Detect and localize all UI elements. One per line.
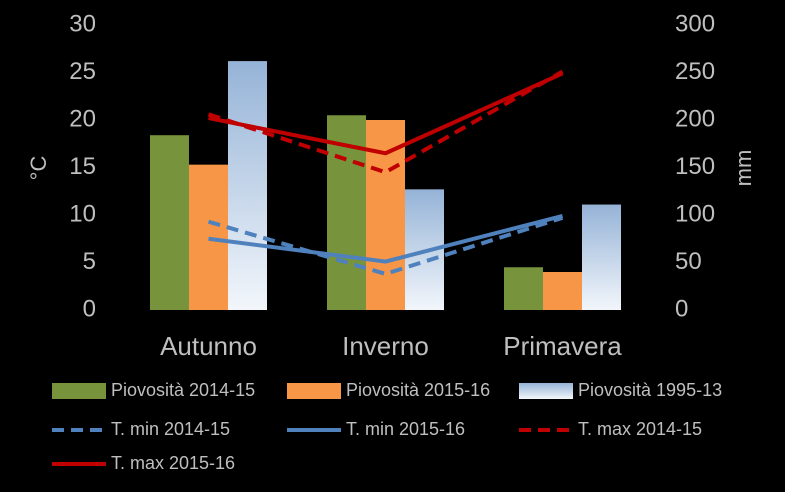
- y-tick-label: 10: [69, 200, 96, 227]
- y-tick-label: 5: [83, 248, 96, 275]
- legend-swatch: [287, 383, 341, 399]
- y2-axis-label: mm: [731, 150, 756, 187]
- y-tick-label: 15: [69, 153, 96, 180]
- legend-label: Piovosità 2014-15: [111, 380, 255, 400]
- y2-tick-label: 0: [675, 295, 688, 322]
- y-tick-label: 25: [69, 58, 96, 85]
- y2-tick-label: 300: [675, 10, 715, 37]
- line: [208, 214, 563, 264]
- line: [207, 69, 564, 175]
- bar: [189, 164, 228, 310]
- y-tick-label: 0: [83, 295, 96, 322]
- y-tick-label: 20: [69, 105, 96, 132]
- legend-label: T. max 2015-16: [111, 453, 235, 473]
- y-axis-label: °C: [26, 156, 51, 181]
- y-tick-label: 30: [69, 10, 96, 37]
- bar: [582, 204, 621, 310]
- legend-label: T. min 2014-15: [111, 419, 230, 439]
- legend-label: Piovosità 1995-13: [578, 380, 722, 400]
- legend-label: Piovosità 2015-16: [346, 380, 490, 400]
- legend-label: T. min 2015-16: [346, 419, 465, 439]
- y2-tick-label: 150: [675, 153, 715, 180]
- line: [207, 215, 564, 276]
- y2-tick-label: 50: [675, 248, 702, 275]
- x-tick-label: Autunno: [160, 331, 257, 361]
- y2-tick-label: 200: [675, 105, 715, 132]
- bar: [150, 135, 189, 310]
- bar: [228, 61, 267, 310]
- legend-swatch: [52, 383, 106, 399]
- x-tick-label: Inverno: [342, 331, 429, 361]
- x-tick-label: Primavera: [503, 331, 622, 361]
- line: [208, 71, 564, 156]
- y2-tick-label: 250: [675, 58, 715, 85]
- bar: [543, 272, 582, 310]
- bar: [504, 267, 543, 310]
- legend-swatch: [519, 383, 573, 399]
- y2-tick-label: 100: [675, 200, 715, 227]
- legend-label: T. max 2014-15: [578, 419, 702, 439]
